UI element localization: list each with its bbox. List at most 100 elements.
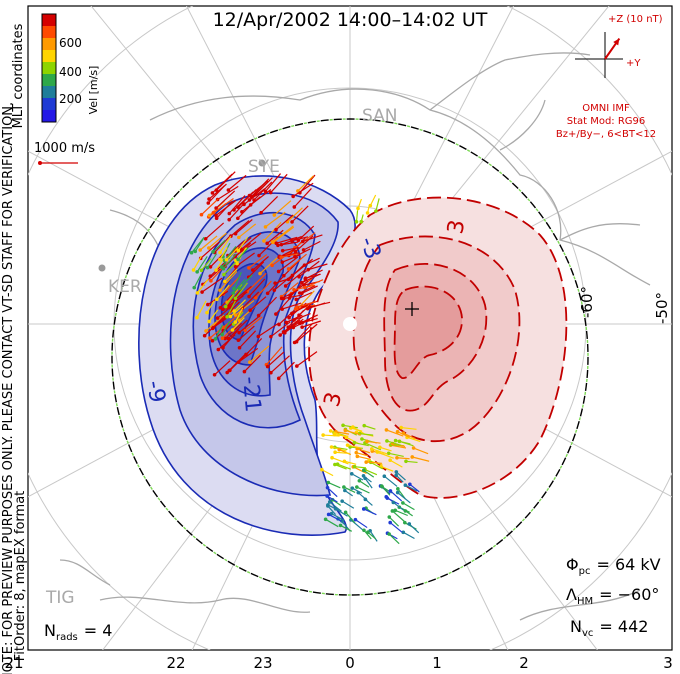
contour-label-pos3-upper: 3 (443, 218, 470, 236)
magnetic-pole-marker (343, 317, 357, 331)
vector-origin (294, 305, 299, 310)
vector-origin (192, 285, 197, 290)
velocity-vector (389, 459, 403, 468)
velocity-vector (383, 475, 398, 487)
velocity-vector (351, 473, 364, 481)
vector-origin (401, 530, 406, 535)
color-bar-segment (42, 98, 56, 111)
vector-origin (345, 443, 350, 447)
velocity-vector (381, 485, 391, 496)
vector-origin (399, 425, 403, 430)
velocity-vector (340, 524, 353, 532)
velocity-vector (221, 320, 231, 335)
vector-origin (214, 268, 218, 272)
velocity-vector (363, 529, 372, 540)
color-bar-outline (41, 13, 57, 123)
velocity-vector (217, 185, 239, 201)
hm-latitude: ΛHM = −60° (566, 585, 659, 607)
vector-origin (325, 485, 330, 490)
velocity-vector (241, 196, 261, 213)
imf-z-label: +Z (10 nT) (608, 14, 663, 25)
velocity-vector (396, 457, 410, 460)
mlt-label-0: 0 (345, 654, 355, 672)
vector-origin (280, 248, 285, 253)
vector-origin (211, 210, 216, 215)
velocity-vector (233, 272, 242, 289)
vector-origin (256, 313, 261, 318)
velocity-vector (409, 483, 420, 493)
vector-origin (395, 490, 400, 495)
vector-origin (211, 249, 215, 254)
color-bar-segment (42, 38, 56, 51)
vector-origin (279, 255, 284, 260)
velocity-vector (305, 269, 323, 280)
vector-origin (221, 266, 226, 271)
velocity-vector (405, 484, 418, 492)
vector-origin (222, 272, 226, 277)
velocity-vector (241, 291, 260, 309)
vector-origin (300, 320, 304, 325)
vector-origin (235, 261, 239, 266)
vector-origin (228, 314, 233, 319)
velocity-vector (343, 486, 356, 494)
imf-condition: Bz+/By−, 6<BT<12 (556, 129, 656, 140)
vector-origin (237, 345, 242, 350)
velocity-vector (345, 429, 362, 436)
velocity-vector (291, 236, 309, 242)
vector-origin (349, 471, 354, 476)
velocity-vector (364, 425, 376, 430)
velocity-vector (366, 461, 382, 464)
velocity-vector (244, 316, 263, 331)
vector-origin (300, 239, 305, 244)
velocity-vector (292, 182, 314, 197)
vector-origin (227, 305, 231, 310)
vector-origin (351, 425, 355, 429)
vector-origin (191, 268, 196, 272)
velocity-vector (238, 223, 257, 238)
velocity-vector (335, 508, 348, 517)
vector-origin (265, 241, 269, 246)
velocity-vector (327, 505, 337, 516)
vector-origin (220, 332, 224, 337)
vector-origin (207, 213, 212, 218)
velocity-vector (233, 191, 254, 211)
hm-boundary (111, 118, 589, 596)
velocity-vector (273, 274, 293, 291)
vector-origin (352, 464, 357, 469)
velocity-vector (270, 355, 290, 374)
vector-origin (290, 311, 294, 316)
vector-origin (287, 315, 291, 320)
velocity-vector (366, 440, 381, 444)
vector-origin (232, 286, 236, 291)
imf-info: OMNI IMF Stat Mod: RG96 Bz+/By−, 6<BT<12 (556, 103, 656, 140)
vector-origin (256, 334, 261, 339)
vector-origin (276, 376, 281, 381)
vector-origin (203, 236, 208, 241)
lat-label-60: -60° (578, 286, 596, 318)
vector-origin (230, 328, 235, 332)
vector-origin (291, 325, 296, 330)
vector-origin (388, 520, 392, 525)
velocity-vector (222, 253, 237, 270)
velocity-vector (233, 299, 246, 312)
vector-origin (284, 320, 288, 325)
color-bar-segment (42, 26, 56, 39)
vector-origin (206, 302, 210, 307)
vector-origin (361, 507, 366, 511)
velocity-vector (308, 263, 328, 271)
vector-origin (218, 250, 222, 255)
vector-origin (269, 334, 273, 339)
velocity-vector (296, 323, 318, 343)
vector-origin (276, 269, 281, 274)
vector-origin (395, 429, 400, 434)
vector-origin (198, 248, 202, 252)
velocity-vector (212, 173, 233, 194)
velocity-vector (248, 254, 268, 269)
vector-origin (396, 487, 400, 491)
vector-origin (214, 206, 218, 210)
velocity-vector (196, 300, 207, 318)
color-bar-segment (42, 86, 56, 99)
velocity-vector (394, 509, 408, 517)
vector-origin (210, 338, 215, 343)
velocity-vector (214, 360, 231, 376)
